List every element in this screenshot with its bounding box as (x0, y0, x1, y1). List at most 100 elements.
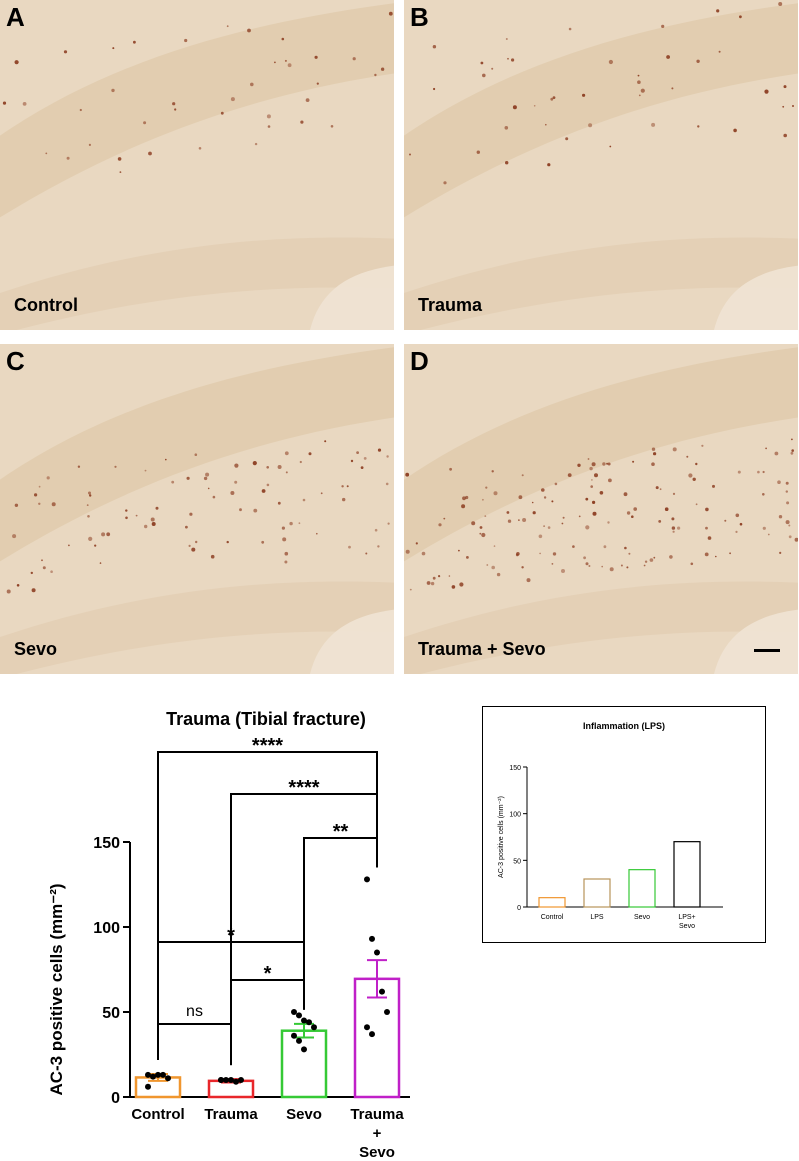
stained-cell (608, 59, 613, 65)
stained-cell (284, 451, 289, 456)
stained-cell (415, 542, 418, 545)
stained-cell (643, 564, 646, 567)
stained-cell (715, 555, 717, 558)
stained-cell (552, 96, 556, 99)
stained-cell (432, 576, 436, 580)
data-point (369, 935, 375, 942)
stained-cell (205, 472, 210, 477)
stained-cell (585, 562, 589, 566)
data-point (228, 1077, 234, 1083)
stained-cell (482, 73, 486, 78)
stained-cell (30, 571, 33, 575)
data-point (374, 949, 380, 956)
stained-cell (541, 488, 545, 492)
stained-cell (2, 101, 7, 105)
category-label: Sevo (359, 1144, 395, 1161)
stained-cell (426, 581, 431, 585)
stained-cell (590, 485, 593, 488)
stained-cell (783, 85, 787, 89)
stained-cell (277, 501, 281, 505)
stained-cell (66, 156, 70, 160)
category-label: Control (541, 914, 564, 921)
tissue-light-region (310, 265, 394, 330)
significance-bracket (230, 979, 305, 1066)
stained-cell (220, 111, 224, 115)
stained-cell (688, 473, 693, 478)
stained-cell (234, 463, 239, 468)
stained-cell (521, 566, 524, 569)
scale-bar (754, 649, 780, 652)
category-label: LPS (590, 914, 604, 921)
stained-cell (203, 476, 208, 481)
stained-cell (451, 585, 456, 589)
stained-cell (507, 57, 509, 60)
stained-cell (94, 544, 97, 547)
stained-cell (316, 532, 318, 535)
stained-cell (577, 463, 581, 467)
stained-cell (552, 552, 557, 556)
stained-cell (778, 2, 783, 6)
stained-cell (144, 469, 147, 472)
stained-cell (99, 562, 102, 564)
stained-cell (106, 532, 111, 537)
stained-cell (266, 466, 270, 469)
stained-cell (31, 588, 36, 593)
significance-bracket (230, 793, 378, 1066)
stained-cell (266, 114, 271, 119)
stained-cell (718, 50, 721, 53)
stained-cell (792, 105, 794, 107)
stained-cell (585, 497, 589, 501)
inset-bar-2 (628, 869, 656, 908)
stained-cell (588, 123, 593, 128)
significance-label: **** (252, 735, 283, 757)
stained-cell (762, 493, 765, 496)
tissue-image (404, 0, 798, 330)
stained-cell (226, 540, 229, 544)
tissue-band (404, 347, 798, 562)
stained-cell (479, 532, 482, 535)
stained-cell (189, 512, 193, 516)
stained-cell (12, 534, 17, 539)
stained-cell (300, 120, 304, 124)
stained-cell (666, 55, 670, 59)
stained-cell (448, 575, 451, 577)
stained-cell (506, 511, 510, 514)
stained-cell (388, 11, 393, 16)
stained-cell (716, 9, 720, 13)
stained-cell (551, 563, 554, 565)
stained-cell (191, 547, 196, 552)
tissue-light-region (714, 265, 798, 330)
stained-cell (68, 544, 70, 547)
stained-cell (387, 522, 390, 525)
lps-inset-chart-box: Inflammation (LPS) 0 50 100 150 AC-3 positive… (482, 706, 766, 943)
stained-cell (658, 520, 662, 523)
y-tick-label: 0 (111, 1090, 120, 1107)
stained-cell (443, 181, 447, 185)
stained-cell (607, 462, 611, 466)
data-point (364, 876, 370, 883)
stained-cell (669, 555, 673, 559)
stained-cell (653, 556, 656, 559)
panel-caption: Trauma (418, 295, 483, 315)
stained-cell (284, 59, 287, 62)
stained-cell (465, 495, 469, 500)
stained-cell (602, 462, 606, 466)
category-label: Trauma (204, 1106, 258, 1123)
stained-cell (377, 448, 382, 452)
stained-cell (594, 473, 598, 478)
stained-cell (471, 521, 476, 526)
stained-cell (308, 452, 312, 456)
stained-cell (282, 537, 287, 542)
stained-cell (705, 507, 709, 512)
stained-cell (341, 485, 344, 488)
y-tick-label: 100 (93, 920, 120, 937)
stained-cell (538, 534, 543, 539)
stained-cell (603, 545, 607, 549)
category-label: Control (131, 1106, 184, 1123)
trauma-bar-chart: Trauma (Tibial fracture) 0 50 100 150 AC-3 po… (47, 709, 410, 1161)
stained-cell (712, 484, 715, 488)
stained-cell (172, 102, 176, 106)
tissue-band (0, 3, 394, 218)
significance-label: **** (288, 777, 319, 799)
tissue-image (0, 0, 394, 330)
